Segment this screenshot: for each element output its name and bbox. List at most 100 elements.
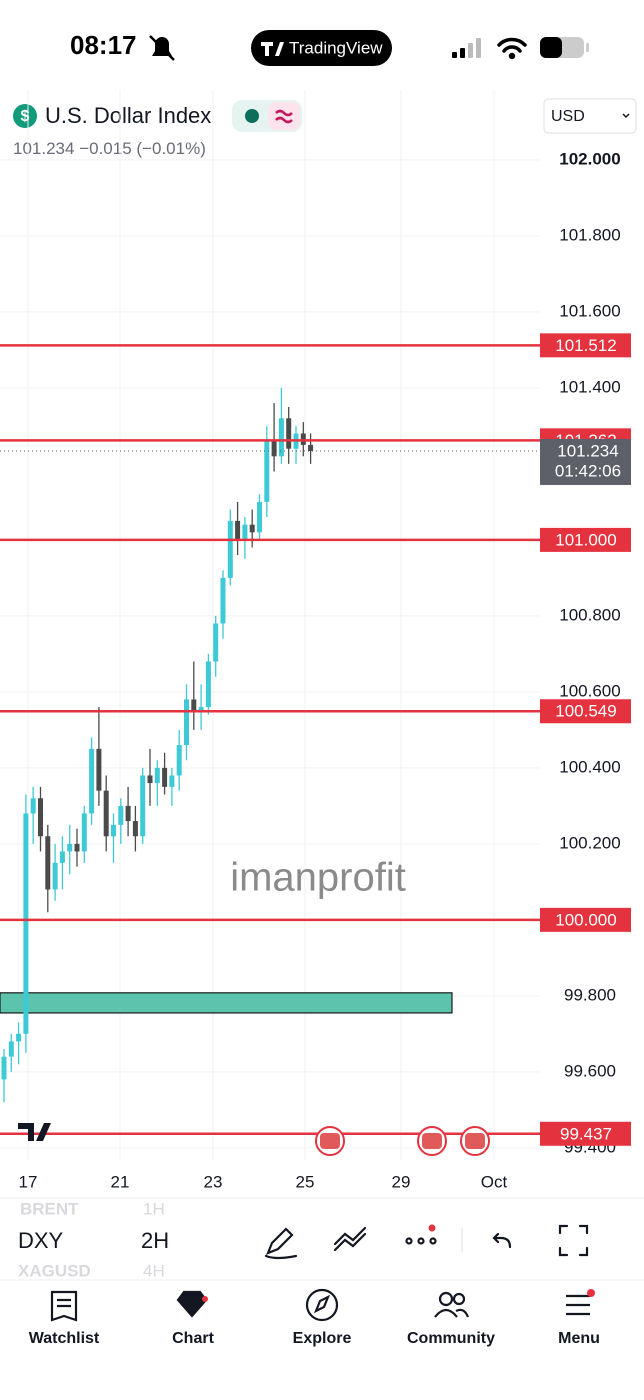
symbol-prev: BRENT: [20, 1199, 79, 1218]
x-tick-label: 29: [392, 1172, 411, 1191]
symbol-icon: $: [21, 108, 30, 125]
price: 101.234: [13, 139, 74, 158]
more[interactable]: [405, 1237, 437, 1245]
event-flag-fill: [422, 1133, 442, 1149]
signal-icon: [452, 38, 481, 58]
candle-body: [249, 524, 255, 533]
battery-icon: [540, 37, 589, 58]
watchlist-icon: [50, 1290, 78, 1322]
time: 08:17: [70, 30, 137, 60]
menu-icon: [566, 1294, 590, 1316]
y-tick-label: 100.600: [559, 681, 620, 700]
candle-body: [132, 821, 138, 837]
currency-select[interactable]: [543, 98, 637, 134]
currency: USD: [551, 108, 585, 125]
candle-body: [89, 748, 95, 814]
nav-label[interactable]: Community: [407, 1330, 495, 1347]
candle-body: [103, 790, 109, 837]
draw-tool[interactable]: [264, 1227, 298, 1260]
fullscreen[interactable]: [558, 1224, 589, 1257]
candle-body: [74, 843, 80, 852]
candle-body: [264, 441, 270, 502]
tv-logo: [18, 1123, 51, 1141]
nav-label[interactable]: Menu: [558, 1330, 600, 1347]
level-tag: [540, 1121, 631, 1146]
level-label: 101.512: [555, 336, 616, 355]
symbol-next: XAGUSD: [18, 1261, 91, 1280]
chart-icon: [176, 1290, 208, 1318]
nav-label[interactable]: Watchlist: [29, 1330, 100, 1347]
y-tick-label: 100.200: [559, 833, 620, 852]
badge: [428, 1224, 436, 1232]
candle-body: [45, 836, 51, 890]
candle-body: [198, 707, 204, 711]
event-flag-fill: [465, 1133, 485, 1149]
symbol[interactable]: DXY: [18, 1228, 64, 1253]
interval[interactable]: 2H: [141, 1228, 169, 1253]
level-label: 100.549: [555, 702, 616, 721]
x-tick-label: Oct: [481, 1172, 508, 1191]
candle-body: [242, 524, 248, 540]
candle-body: [154, 767, 160, 784]
watermark: imanprofit: [230, 856, 406, 900]
level-tag: [540, 907, 631, 932]
interval-next: 4H: [143, 1261, 165, 1280]
wifi-icon: [497, 37, 527, 60]
indicators[interactable]: [333, 1226, 367, 1252]
candle-body: [184, 699, 189, 746]
level-label: 99.437: [560, 1124, 612, 1143]
candle-body: [67, 843, 73, 852]
candle-body: [227, 520, 233, 578]
delayed-chip: [268, 102, 300, 130]
candle-body: [191, 699, 197, 711]
candle-body: [81, 813, 87, 852]
community-icon: [434, 1291, 470, 1318]
candle-body: [162, 767, 168, 787]
y-tick-label: 100.800: [559, 605, 620, 624]
candle-body: [8, 1041, 14, 1057]
candle-body: [38, 798, 43, 837]
y-tick-label: 101.800: [559, 225, 620, 244]
market-open-dot: [245, 109, 259, 123]
x-tick-label: 21: [111, 1172, 130, 1191]
candle-body: [30, 798, 36, 814]
nav-label[interactable]: Explore: [293, 1330, 352, 1347]
x-tick-label: 25: [296, 1172, 315, 1191]
chart-badge: [202, 1296, 208, 1302]
countdown: 01:42:06: [555, 461, 621, 480]
candle-body: [1, 1056, 7, 1080]
nav-label[interactable]: Chart: [172, 1330, 214, 1347]
mute-icon: [149, 35, 175, 61]
candle-body: [23, 813, 29, 1034]
level-label: 100.000: [555, 910, 616, 929]
last-price-label: 101.234: [557, 441, 618, 460]
y-tick-label: 99.800: [564, 985, 616, 1004]
chart-area[interactable]: 102.000 101.800 101.600 101.400 100.800 100.6…: [0, 90, 631, 1191]
level-tag: [540, 527, 631, 552]
y-tick-label: 102.000: [559, 149, 620, 168]
last-price-tag: [540, 438, 631, 485]
level-tag: [540, 699, 631, 724]
x-tick-label: 17: [19, 1172, 38, 1191]
candle-body: [176, 745, 182, 776]
candle-body: [169, 775, 175, 787]
symbol-name: U.S. Dollar Index: [45, 103, 211, 128]
tv-logo: [261, 42, 284, 56]
explore-icon: [305, 1288, 339, 1322]
candle-body: [205, 661, 211, 708]
menu-badge: [587, 1289, 595, 1297]
candle-body: [16, 1033, 22, 1042]
candle-body: [235, 520, 241, 540]
delayed-icon: [275, 109, 293, 124]
candle-body: [213, 623, 219, 662]
candle-body: [96, 748, 102, 791]
undo[interactable]: [492, 1232, 512, 1249]
candle-body: [220, 577, 226, 624]
candle-body: [308, 444, 314, 451]
app-pill: [251, 30, 392, 66]
chevron: [622, 113, 630, 119]
candle-body: [147, 775, 153, 784]
candle-body: [118, 805, 124, 825]
change-pct: (−0.01%): [136, 139, 205, 158]
